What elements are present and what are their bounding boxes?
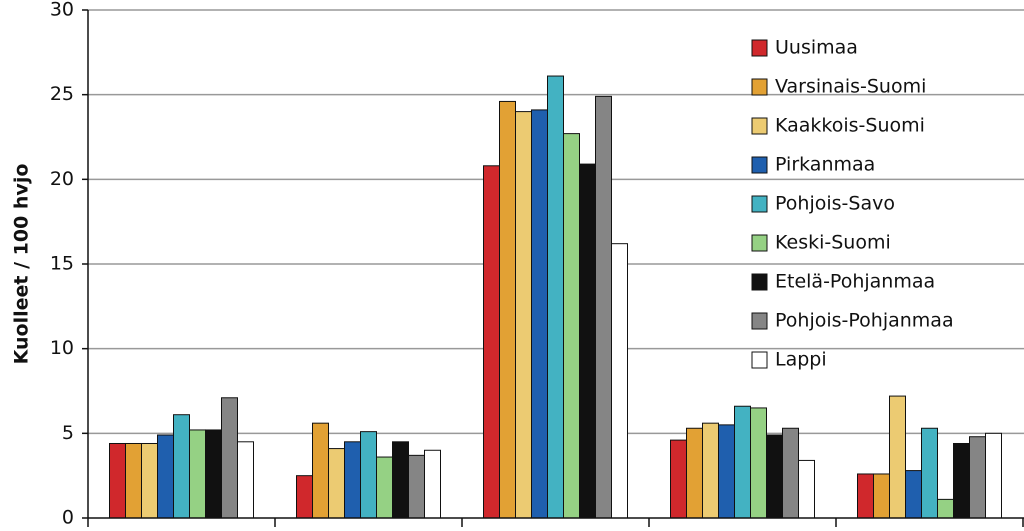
bar <box>750 407 767 519</box>
bar <box>296 475 313 519</box>
bar <box>766 434 783 519</box>
legend-swatch <box>751 234 768 252</box>
legend-swatch <box>751 39 768 57</box>
legend-swatch <box>751 195 768 213</box>
bar <box>547 75 564 519</box>
bar <box>905 470 922 519</box>
bar <box>734 405 751 519</box>
bar <box>563 133 580 519</box>
legend-label: Varsinais-Suomi <box>775 76 926 98</box>
bar <box>408 454 425 519</box>
legend-label: Lappi <box>775 349 827 371</box>
bar <box>344 441 361 519</box>
y-tick-label: 20 <box>50 168 74 190</box>
bar <box>173 414 190 519</box>
bar <box>686 427 703 519</box>
legend-swatch <box>751 312 768 330</box>
bar <box>718 424 735 519</box>
legend-label: Pohjois-Pohjanmaa <box>775 310 954 332</box>
bar <box>921 427 938 519</box>
bar <box>969 436 986 519</box>
bar <box>483 165 500 519</box>
bar <box>392 441 409 519</box>
bar <box>611 243 628 519</box>
legend-label: Etelä-Pohjanmaa <box>775 271 935 293</box>
bar <box>985 432 1002 519</box>
legend-label: Uusimaa <box>775 37 858 59</box>
bar <box>579 163 596 519</box>
y-axis-label: Kuolleet / 100 hvjo <box>11 164 33 365</box>
bar <box>889 395 906 519</box>
bar <box>595 95 612 519</box>
bar <box>205 429 222 519</box>
legend-swatch <box>751 78 768 96</box>
y-tick-label: 0 <box>62 507 74 528</box>
legend-label: Keski-Suomi <box>775 232 891 254</box>
legend-swatch <box>751 273 768 291</box>
bar <box>157 434 174 519</box>
bar <box>328 448 345 519</box>
bar <box>221 397 238 519</box>
bar <box>424 449 441 519</box>
y-tick-label: 10 <box>50 337 74 359</box>
bar <box>515 111 532 519</box>
y-tick-label: 5 <box>62 422 74 444</box>
legend-swatch <box>751 351 768 369</box>
bar <box>499 100 516 519</box>
bar <box>189 429 206 519</box>
bar <box>873 473 890 519</box>
bar <box>702 422 719 519</box>
legend-swatch <box>751 117 768 135</box>
bar <box>798 459 815 519</box>
y-tick-label: 25 <box>50 83 74 105</box>
bar <box>857 473 874 519</box>
bar <box>782 427 799 519</box>
bar <box>531 109 548 519</box>
legend-label: Pohjois-Savo <box>775 193 895 215</box>
legend-label: Kaakkois-Suomi <box>775 115 925 137</box>
bar <box>125 442 142 519</box>
y-tick-label: 30 <box>50 0 74 21</box>
bar <box>376 456 393 519</box>
legend-label: Pirkanmaa <box>775 154 875 176</box>
bar <box>237 441 254 519</box>
bar <box>937 498 954 519</box>
legend-swatch <box>751 156 768 174</box>
bar <box>953 442 970 519</box>
bar <box>360 431 377 519</box>
bar <box>312 422 329 519</box>
y-tick-label: 15 <box>50 253 74 275</box>
bar <box>670 439 687 519</box>
bar <box>109 442 126 519</box>
bar <box>141 442 158 519</box>
